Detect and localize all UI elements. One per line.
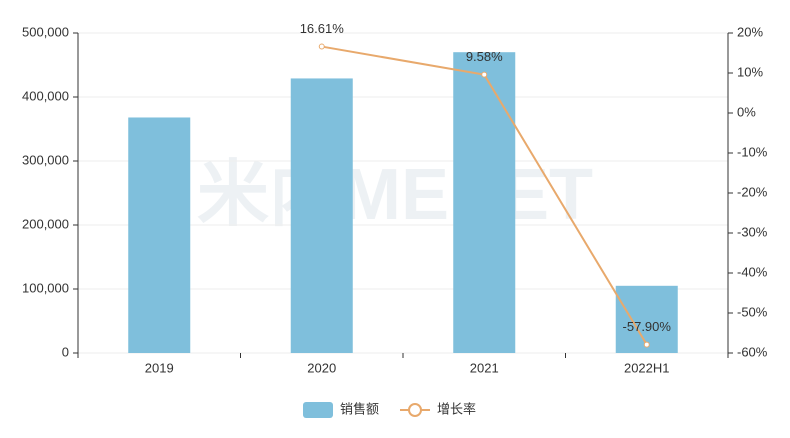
line-point [481, 71, 488, 78]
watermark: 米内MENET [197, 155, 593, 235]
bar [453, 52, 516, 353]
y-tick-label: 500,000 [22, 24, 69, 39]
y2-tick-label: -50% [737, 304, 768, 319]
y2-tick-label: -30% [737, 224, 768, 239]
y2-tick-label: 20% [737, 24, 763, 39]
y2-tick-label: 0% [737, 104, 756, 119]
y-tick-label: 200,000 [22, 216, 69, 231]
data-label: 16.61% [300, 21, 345, 36]
y-tick-label: 300,000 [22, 152, 69, 167]
legend-swatch [408, 403, 422, 417]
y2-tick-label: -20% [737, 184, 768, 199]
y2-tick-label: -40% [737, 264, 768, 279]
y-tick-label: 100,000 [22, 280, 69, 295]
bar [290, 78, 353, 353]
y-tick-label: 400,000 [22, 88, 69, 103]
y-tick-label: 0 [62, 344, 69, 359]
legend-swatch [303, 402, 333, 418]
bar [128, 117, 191, 353]
line-point [318, 43, 325, 50]
x-tick-label: 2021 [470, 360, 499, 375]
line-point [643, 341, 650, 348]
legend-label: 销售额 [340, 401, 379, 416]
data-label: -57.90% [623, 319, 672, 334]
y2-tick-label: 10% [737, 64, 763, 79]
x-tick-label: 2022H1 [624, 360, 670, 375]
y2-tick-label: -60% [737, 344, 768, 359]
legend-label: 增长率 [437, 401, 476, 416]
x-tick-label: 2020 [307, 360, 336, 375]
data-label: 9.58% [466, 49, 503, 64]
y2-tick-label: -10% [737, 144, 768, 159]
x-tick-label: 2019 [145, 360, 174, 375]
